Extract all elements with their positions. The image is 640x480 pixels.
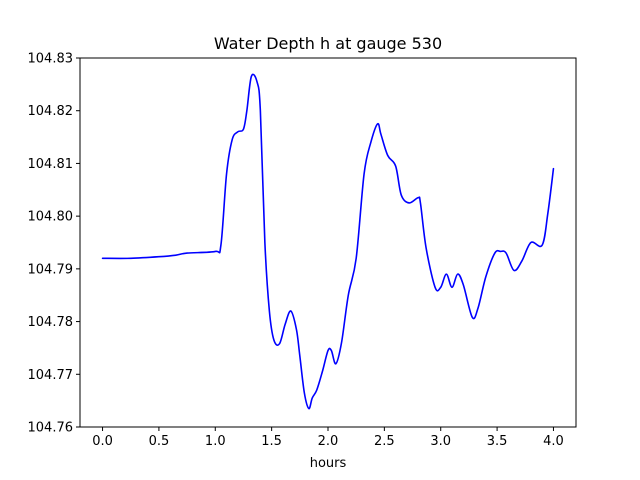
x-tick-label: 0.0 [92,434,113,449]
y-tick-label: 104.83 [28,52,74,67]
x-tick-label: 1.0 [205,434,226,449]
y-tick-label: 104.77 [28,368,74,383]
y-axis-ticks: 104.76 104.77 104.78 104.79 104.80 104.81 104.… [28,52,80,436]
y-tick-label: 104.78 [28,315,74,330]
y-tick-label: 104.80 [28,210,74,225]
x-tick-label: 0.5 [149,434,170,449]
y-tick-label: 104.76 [28,421,74,436]
y-tick-label: 104.79 [28,262,74,277]
x-tick-label: 4.0 [543,434,564,449]
series-layer [101,73,555,410]
x-axis-ticks: 0.0 0.5 1.0 1.5 2.0 2.5 3.0 3.5 4.0 [92,427,564,449]
plot-area [80,58,576,427]
chart-title: Water Depth h at gauge 530 [214,34,442,53]
y-tick-label: 104.81 [28,157,74,172]
series-line-0 [101,73,555,410]
x-tick-label: 2.0 [318,434,339,449]
x-axis-title: hours [310,456,347,471]
x-tick-label: 1.5 [261,434,282,449]
x-tick-label: 3.0 [430,434,451,449]
x-tick-label: 2.5 [374,434,395,449]
y-tick-label: 104.82 [28,104,74,119]
x-tick-label: 3.5 [487,434,508,449]
